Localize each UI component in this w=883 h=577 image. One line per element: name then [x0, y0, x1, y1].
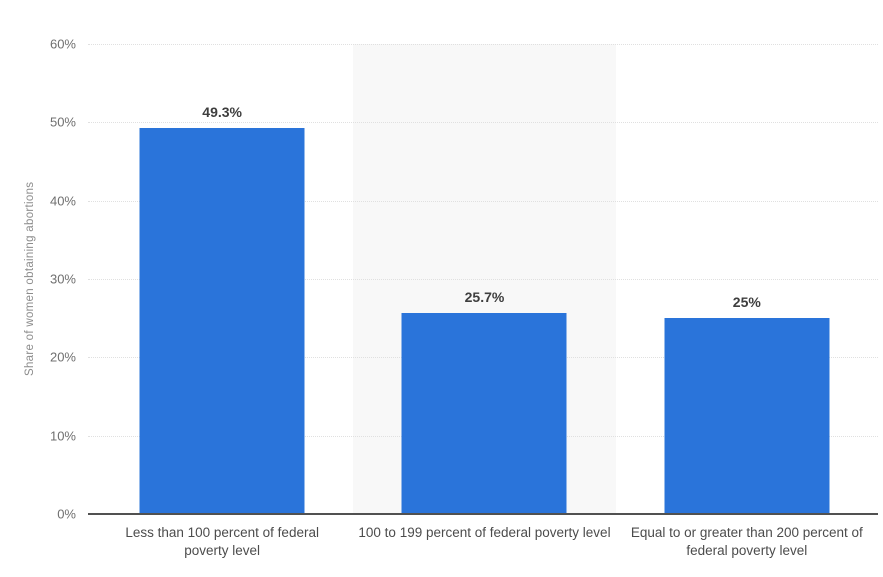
y-tick-label: 30% [49, 271, 76, 287]
y-tick-label: 10% [49, 428, 76, 444]
bar-less-than-100-fpl[interactable] [139, 127, 305, 514]
bar-column-100-to-199-fpl: 25.7% [353, 44, 615, 514]
bar-value-label: 25% [732, 294, 761, 311]
bar-column-less-than-100-fpl: 49.3% [91, 44, 353, 514]
bar-200-plus-fpl[interactable] [664, 318, 830, 514]
y-tick-label: 50% [49, 114, 76, 130]
gridline [88, 279, 878, 280]
y-tick-label: 0% [57, 506, 76, 522]
gridline [88, 44, 878, 45]
y-tick-label: 40% [49, 193, 76, 209]
x-axis-category-label: Equal to or greater than 200 percent of … [630, 525, 863, 558]
x-axis-category-label: Less than 100 percent of federal poverty… [125, 525, 319, 558]
y-axis: 60% 50% 40% 30% 20% 10% 0% [0, 37, 76, 522]
bar-column-200-plus-fpl: 25% [616, 44, 878, 514]
bar-value-label: 25.7% [464, 288, 505, 305]
x-axis-category-label: 100 to 199 percent of federal poverty le… [358, 525, 611, 540]
plot-area: 49.3% 25.7% 25% [88, 44, 878, 514]
bar-series: 49.3% 25.7% 25% [91, 44, 878, 514]
gridline [88, 122, 878, 124]
x-axis-line [88, 513, 878, 515]
gridline [88, 200, 878, 202]
y-tick-label: 20% [49, 349, 76, 365]
y-tick-label: 60% [49, 36, 76, 52]
bar-100-to-199-fpl[interactable] [401, 312, 567, 514]
x-axis-labels: Less than 100 percent of federal poverty… [91, 524, 878, 560]
bar-value-label: 49.3% [202, 103, 243, 120]
